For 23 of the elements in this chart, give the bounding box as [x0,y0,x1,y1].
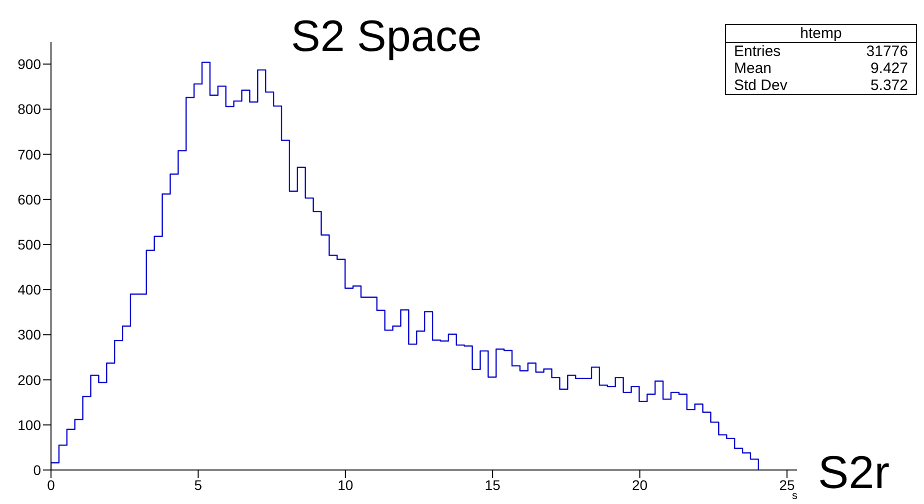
x-tick-label: 20 [632,476,648,493]
chart-title: S2 Space [283,12,490,62]
text: S2r [818,446,890,498]
y-tick-label: 400 [18,282,42,298]
text: Mean 9.427 [734,60,908,77]
x-tick-label: 0 [47,476,56,493]
y-tick-label: 800 [18,101,42,118]
y-tick-label: 700 [18,146,42,162]
text: Std Dev 5.372 [734,77,908,94]
y-tick-label: 500 [18,236,42,252]
x-tick-label: 10 [338,476,354,493]
y-tick-label: 0 [33,462,42,478]
x-tick-label: 15 [484,476,501,493]
y-tick-label: 600 [18,191,42,208]
x-tick-label: 25 [779,476,795,493]
y-tick-label: 900 [18,56,42,72]
text: Entries 31776 [734,43,908,60]
text: htemp [726,25,916,43]
y-tick-label: 200 [18,372,42,388]
x-axis-title: s [792,490,798,503]
y-tick-label: 300 [18,326,42,343]
y-tick-label: 100 [18,416,42,433]
x-tick-label: 5 [194,476,202,493]
